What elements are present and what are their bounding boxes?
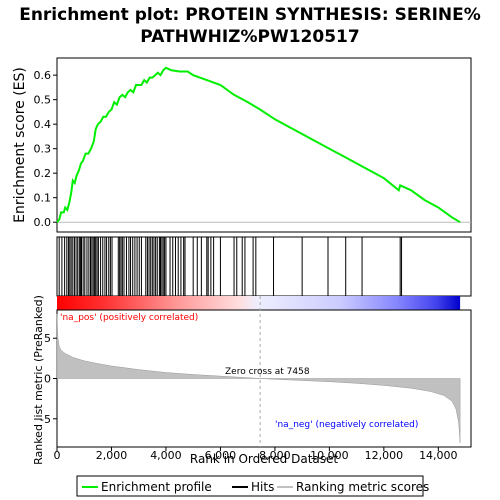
pos-correlated-label: 'na_pos' (positively correlated) bbox=[60, 313, 198, 323]
x-tick-label: 4,000 bbox=[150, 449, 182, 462]
metric-y-axis-label: Ranked list metric (PreRanked) bbox=[32, 295, 45, 465]
es-y-ticks: 0.0 0.1 0.2 0.3 0.4 0.5 0.6 bbox=[34, 69, 57, 229]
es-y-axis-label: Enrichment score (ES) bbox=[12, 67, 28, 223]
metric-y-tick-label: 5 bbox=[44, 332, 51, 345]
rank-color-bar bbox=[57, 296, 461, 310]
legend-hits-label: Hits bbox=[251, 480, 274, 494]
x-ticks: 0 2,000 4,000 6,000 8,000 10,000 12,000 14,000 bbox=[54, 447, 458, 462]
es-panel bbox=[56, 57, 472, 233]
hits-panel bbox=[56, 236, 472, 297]
zero-cross-label: Zero cross at 7458 bbox=[225, 367, 310, 377]
metric-y-tick-label: -5 bbox=[40, 413, 51, 426]
es-profile-line bbox=[56, 66, 461, 224]
es-y-tick-label: 0.2 bbox=[34, 167, 52, 180]
x-tick-label: 8,000 bbox=[259, 449, 291, 462]
legend-es-label: Enrichment profile bbox=[101, 480, 212, 494]
legend-box bbox=[76, 475, 424, 497]
metric-y-ticks: 5 0 -5 bbox=[40, 332, 57, 426]
legend-metric-label: Ranking metric scores bbox=[296, 480, 429, 494]
x-tick-label: 14,000 bbox=[419, 449, 458, 462]
es-y-tick-label: 0.4 bbox=[34, 118, 52, 131]
x-tick-label: 6,000 bbox=[205, 449, 237, 462]
es-y-tick-label: 0.3 bbox=[34, 143, 52, 156]
x-tick-label: 12,000 bbox=[365, 449, 404, 462]
ranking-metric-area bbox=[56, 313, 461, 444]
hits-group bbox=[58, 237, 403, 296]
x-tick-label: 10,000 bbox=[310, 449, 349, 462]
es-y-tick-label: 0.0 bbox=[34, 216, 52, 229]
es-y-tick-label: 0.5 bbox=[34, 94, 52, 107]
chart-title-line1: Enrichment plot: PROTEIN SYNTHESIS: SERI… bbox=[19, 5, 481, 25]
metric-y-tick-label: 0 bbox=[44, 373, 51, 386]
neg-correlated-label: 'na_neg' (negatively correlated) bbox=[275, 420, 418, 430]
x-tick-label: 2,000 bbox=[96, 449, 128, 462]
x-tick-label: 0 bbox=[54, 449, 61, 462]
es-y-tick-label: 0.6 bbox=[34, 69, 52, 82]
chart-title-line2: PATHWHIZ%PW120517 bbox=[140, 27, 359, 47]
es-y-tick-label: 0.1 bbox=[34, 192, 52, 205]
x-axis-label: Rank in Ordered Dataset bbox=[190, 452, 338, 466]
